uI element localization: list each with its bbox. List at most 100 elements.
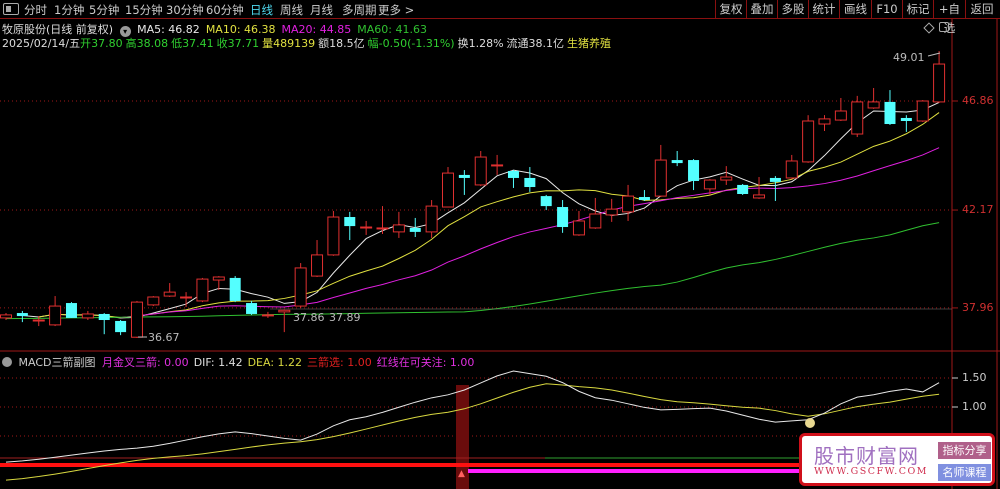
toolbar-button-6[interactable]: 标记 xyxy=(902,0,933,19)
candle-body xyxy=(654,159,667,197)
candle xyxy=(900,115,912,132)
max-price-label: 49.01 xyxy=(893,51,925,64)
candle-body xyxy=(246,303,258,314)
candle xyxy=(834,97,847,121)
tab-10[interactable]: 更多 > xyxy=(378,3,415,17)
candle xyxy=(769,176,781,201)
candle-body xyxy=(867,101,880,109)
candle-body xyxy=(229,277,241,301)
candle xyxy=(376,206,389,234)
dropdown-icon[interactable]: ▾ xyxy=(119,26,131,37)
candle-body xyxy=(720,176,733,181)
price-label-mid: 42.17 xyxy=(962,203,994,216)
candle-body xyxy=(425,205,438,233)
candle-body xyxy=(441,172,454,208)
toolbar-button-4[interactable]: 画线 xyxy=(839,0,871,19)
candle-body xyxy=(180,296,193,299)
candle-body xyxy=(605,208,618,216)
candle-body xyxy=(785,160,798,179)
tab-1[interactable]: 1分钟 xyxy=(54,3,85,17)
tab-2[interactable]: 5分钟 xyxy=(89,3,120,17)
tab-0[interactable]: 分时 xyxy=(24,3,47,17)
quote-date: 2025/02/14/五 xyxy=(2,37,81,50)
tab-4[interactable]: 30分钟 xyxy=(166,3,204,17)
watermark-logo: 股市财富网 WWW.GSCFW.COM 指标分享 名师课程 xyxy=(799,433,995,486)
candle xyxy=(65,302,77,318)
candle xyxy=(737,184,749,195)
candle-body xyxy=(524,177,536,188)
macd-settings-icon[interactable] xyxy=(2,357,12,367)
ma5-line xyxy=(22,101,940,319)
candle xyxy=(851,95,864,138)
candle-body xyxy=(900,117,912,121)
quote-volume: 量489139 xyxy=(262,37,316,50)
candle xyxy=(115,320,127,336)
candle-body xyxy=(0,314,12,319)
macd-legend-4: 红线在可关注: 1.00 xyxy=(376,356,475,369)
tab-6[interactable]: 日线 xyxy=(250,3,273,17)
quote-float: 流通38.1亿 xyxy=(506,37,565,50)
candle-body xyxy=(458,174,470,178)
dea-line xyxy=(5,383,940,481)
candle-body xyxy=(474,156,487,186)
candle xyxy=(867,87,880,109)
candle xyxy=(409,217,421,238)
candle xyxy=(916,100,929,122)
tab-7[interactable]: 周线 xyxy=(280,3,303,17)
candle xyxy=(130,300,143,338)
arrow-up-icon: ▲ xyxy=(458,469,465,479)
candle xyxy=(278,309,291,333)
candle-body xyxy=(572,220,585,236)
candle xyxy=(344,211,356,241)
candle-body xyxy=(81,313,94,319)
annotations xyxy=(138,52,952,338)
toolbar-button-2[interactable]: 多股 xyxy=(777,0,808,19)
tab-5[interactable]: 60分钟 xyxy=(206,3,244,17)
watermark-url: WWW.GSCFW.COM xyxy=(814,466,929,477)
tab-9[interactable]: 多周期 xyxy=(342,3,377,17)
price-label-high: 46.86 xyxy=(962,94,994,107)
candle xyxy=(753,177,766,199)
magenta-signal-band xyxy=(467,469,800,473)
candle-body xyxy=(294,267,307,307)
quote-high: 高38.08 xyxy=(125,37,169,50)
quote-industry[interactable]: 生猪养殖 xyxy=(567,37,612,50)
candle xyxy=(246,300,258,315)
candle-body xyxy=(737,184,749,194)
toolbar-button-3[interactable]: 统计 xyxy=(808,0,839,19)
candle-body xyxy=(163,291,176,297)
tab-8[interactable]: 月线 xyxy=(310,3,333,17)
candle xyxy=(49,296,62,327)
candle xyxy=(32,316,45,327)
candle-body xyxy=(753,194,766,199)
candle-body xyxy=(98,313,110,321)
panel-toggle-icon[interactable] xyxy=(3,3,19,15)
candle xyxy=(474,150,487,187)
candle xyxy=(524,167,536,192)
toolbar-button-1[interactable]: 叠加 xyxy=(746,0,777,19)
toolbar-button-0[interactable]: 复权 xyxy=(715,0,746,19)
candle xyxy=(294,263,307,308)
candle-body xyxy=(16,313,28,317)
candle xyxy=(229,276,241,303)
layout-toggle-icon[interactable] xyxy=(939,22,949,32)
candle-body xyxy=(261,314,274,317)
candle-body xyxy=(49,305,62,326)
macd-legend-1: DIF: 1.42 xyxy=(193,356,243,369)
ma-legend-1: MA10: 46.38 xyxy=(205,23,276,36)
candle-body xyxy=(884,101,896,125)
tab-3[interactable]: 15分钟 xyxy=(125,3,163,17)
candle xyxy=(671,150,683,167)
macd-legend: MACD三箭副图 月金叉三箭: 0.00 DIF: 1.42 DEA: 1.22 三箭… xyxy=(2,354,482,370)
candle-body xyxy=(916,100,929,122)
macd-label-150: 1.50 xyxy=(962,371,987,384)
toolbar-button-8[interactable]: 返回 xyxy=(965,0,998,19)
macd-lines xyxy=(5,370,940,481)
toolbar: 分时 1分钟 5分钟 15分钟 30分钟 60分钟 日线 周线 月线 多周期 更多 > 复权 叠加 多股… xyxy=(0,0,1000,35)
candle-body xyxy=(376,227,389,230)
toolbar-button-7[interactable]: +自选 xyxy=(933,0,965,35)
toolbar-button-5[interactable]: F10 xyxy=(871,0,902,19)
candle-body xyxy=(769,177,781,182)
candle-body xyxy=(147,296,160,306)
